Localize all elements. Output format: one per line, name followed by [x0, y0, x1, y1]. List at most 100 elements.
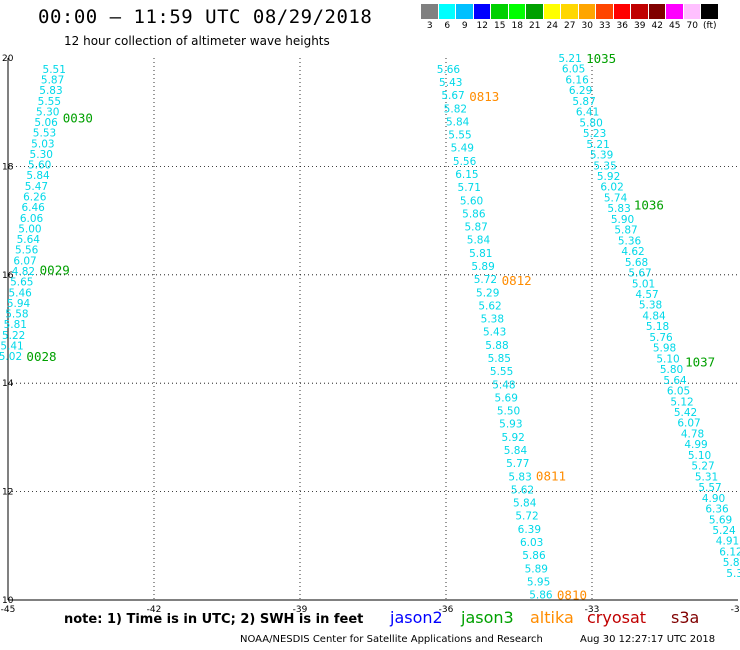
- wave-height-value: 5.81: [4, 319, 27, 331]
- footer-note: note: 1) Time is in UTC; 2) SWH is in fe…: [64, 612, 364, 627]
- wave-height-value: 5.53: [33, 128, 56, 140]
- wave-height-value: 5.86: [522, 550, 546, 562]
- wave-height-value: 4.84: [642, 310, 666, 322]
- wave-height-value: 4.90: [702, 493, 725, 505]
- wave-height-value: 5.24: [712, 525, 736, 537]
- wave-height-value: 5.55: [38, 96, 61, 108]
- legend-item: jason3: [461, 608, 514, 627]
- wave-height-value: 5.88: [485, 340, 508, 352]
- wave-height-value: 6.15: [455, 169, 478, 181]
- wave-height-value: 5.55: [448, 130, 471, 142]
- wave-height-value: 5.69: [495, 392, 518, 404]
- pass-time-label: 0813: [469, 89, 499, 104]
- colorbar-label: 33: [599, 21, 611, 31]
- wave-height-value: 5.41: [0, 340, 23, 352]
- wave-height-value: 5.89: [471, 261, 494, 273]
- wave-height-value: 5.21: [558, 53, 581, 65]
- wave-height-value: 5.95: [527, 576, 550, 588]
- colorbar-swatch: [613, 4, 631, 19]
- wave-height-value: 5.85: [488, 353, 511, 365]
- wave-height-value: 5.62: [511, 484, 534, 496]
- pass-time-label: 0030: [63, 111, 93, 126]
- x-tick-label: -30: [731, 605, 740, 615]
- colorbar-swatch: [438, 4, 456, 19]
- map-subtitle: 12 hour collection of altimeter wave hei…: [64, 34, 330, 48]
- colorbar-label: 12: [476, 21, 488, 31]
- wave-height-value: 5.92: [597, 171, 620, 183]
- x-tick-label: -45: [1, 605, 16, 615]
- wave-height-value: 5.01: [632, 278, 655, 290]
- pass-time-label: 0028: [26, 349, 56, 364]
- wave-height-value: 5.64: [663, 375, 687, 387]
- wave-height-value: 5.94: [7, 298, 31, 310]
- wave-height-value: 4.91: [716, 536, 739, 548]
- wave-height-value: 5.98: [653, 343, 676, 355]
- colorbar-label: 36: [616, 21, 628, 31]
- altimeter-tracks: 5.515.875.835.555.305.065.535.035.305.60…: [0, 51, 740, 603]
- wave-height-value: 5.92: [501, 432, 524, 444]
- wave-height-value: 5.86: [529, 590, 553, 602]
- colorbar-label: 30: [581, 21, 593, 31]
- map-grid: [7, 58, 738, 601]
- wave-height-value: 5.02: [0, 351, 22, 363]
- wave-height-value: 5.10: [688, 450, 711, 462]
- pass-time-label: 1037: [685, 355, 715, 370]
- wave-height-value: 5.57: [698, 482, 721, 494]
- wave-height-value: 4.78: [681, 428, 704, 440]
- wave-height-value: 5.72: [474, 274, 497, 286]
- wave-height-value: 5.67: [628, 268, 651, 280]
- wave-height-value: 4.57: [635, 289, 658, 301]
- wave-height-value: 5.47: [25, 181, 48, 193]
- colorbar-label: 3: [426, 21, 433, 31]
- colorbar-swatch: [596, 4, 614, 19]
- wave-height-value: 5.22: [2, 330, 25, 342]
- legend-item: s3a: [671, 608, 700, 627]
- wave-height-value: 6.06: [20, 213, 44, 225]
- colorbar-label: 42: [651, 21, 663, 31]
- colorbar-label: 39: [634, 21, 646, 31]
- y-tick-label: 10: [2, 596, 14, 606]
- wave-height-value: 4.62: [621, 246, 644, 258]
- y-tick-label: 12: [2, 488, 13, 498]
- wave-height-value: 5.38: [639, 300, 662, 312]
- wave-height-value: 5.36: [618, 235, 642, 247]
- pass-time-label: 1036: [634, 197, 664, 212]
- wave-height-value: 5.84: [467, 235, 491, 247]
- wave-height-value: 5.84: [446, 116, 470, 128]
- colorbar-swatch: [473, 4, 491, 19]
- wave-height-value: 5.74: [604, 192, 628, 204]
- wave-height-value: 5.80: [660, 364, 683, 376]
- wave-height-value: 6.41: [576, 107, 599, 119]
- colorbar-swatch: [421, 4, 439, 19]
- wave-height-value: 5.86: [462, 208, 486, 220]
- wave-height-value: 5.84: [513, 498, 537, 510]
- wave-height-value: 5.89: [525, 563, 548, 575]
- wave-height-value: 6.05: [562, 64, 585, 76]
- colorbar-swatch: [508, 4, 526, 19]
- wave-height-value: 5.93: [499, 419, 522, 431]
- x-tick-label: -33: [585, 605, 600, 615]
- wave-height-value: 6.03: [520, 537, 543, 549]
- colorbar-swatch: [578, 4, 596, 19]
- pass-time-label: 0811: [536, 468, 566, 483]
- axis-ticks: -45 -42 -39 -36 -33 -30 20 18 16 14 12 10: [1, 54, 740, 615]
- wave-height-value: 6.29: [569, 85, 592, 97]
- wave-height-value: 6.26: [23, 192, 47, 204]
- wave-height-value: 5.56: [453, 156, 477, 168]
- colorbar-label: 24: [546, 21, 558, 31]
- wave-height-value: 5.87: [614, 225, 637, 237]
- wave-height-value: 6.05: [667, 386, 690, 398]
- wave-height-value: 5.12: [670, 396, 693, 408]
- wave-height-value: 6.12: [719, 546, 740, 558]
- wave-height-value: 6.07: [13, 255, 36, 267]
- wave-height-value: 5.46: [8, 287, 32, 299]
- colorbar-swatch: [491, 4, 509, 19]
- pass-time-label: 1035: [586, 51, 616, 66]
- wave-height-value: 6.46: [21, 202, 45, 214]
- wave-height-value: 6.39: [518, 524, 541, 536]
- wave-height-value: 5.62: [478, 300, 501, 312]
- wave-height-value: 5.42: [674, 407, 697, 419]
- wave-height-value: 5.56: [15, 245, 39, 257]
- wave-height-value: 5.80: [723, 557, 740, 569]
- wave-height-value: 5.27: [691, 461, 714, 473]
